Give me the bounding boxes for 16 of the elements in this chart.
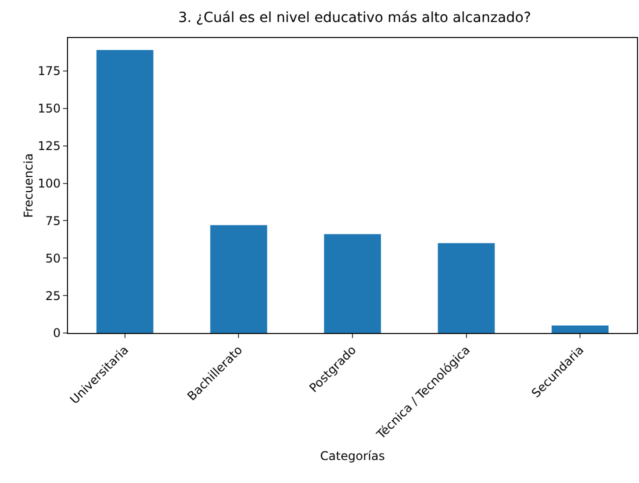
y-tick-label: 150 [38,102,61,116]
y-tick-label: 175 [38,64,61,78]
y-tick-label: 0 [52,326,61,340]
y-tick-label: 50 [45,251,61,266]
bar [438,243,495,333]
y-tick-label: 25 [45,288,61,303]
bar [324,234,381,333]
y-tick-label: 75 [45,214,61,228]
x-axis-title: Categorías [320,449,385,464]
y-axis-title: Frecuencia [22,153,36,218]
chart-title: 3. ¿Cuál es el nivel educativo más alto alcanzado? [178,10,532,26]
bar [552,326,609,333]
y-tick-label: 125 [38,139,61,154]
y-tick-label: 100 [38,176,61,190]
bar [96,50,154,333]
bar [210,225,268,333]
